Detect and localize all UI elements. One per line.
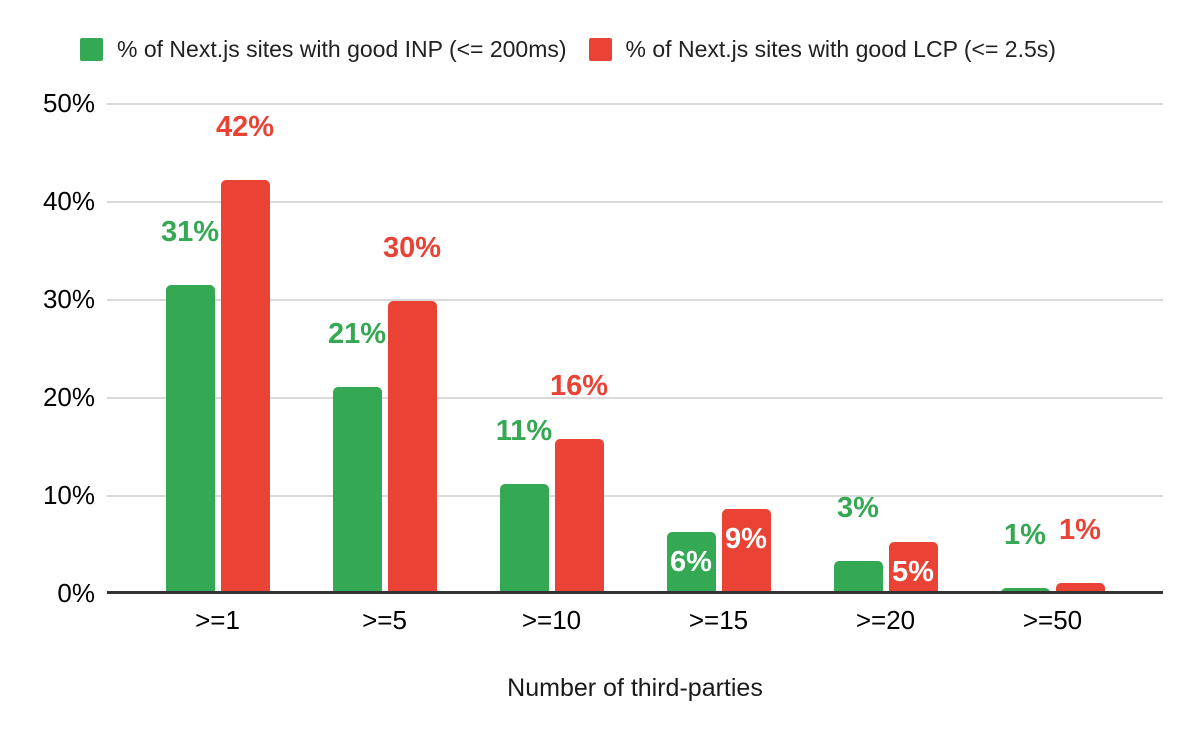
y-tick-label: 20% xyxy=(42,382,95,412)
bar-lcp-50: 1% xyxy=(1055,516,1105,593)
bar-value-label: 11% xyxy=(495,415,553,448)
bar-lcp-20: 5% xyxy=(888,542,938,593)
category-band-5: 21% 30% xyxy=(301,103,468,593)
bar-value-label: 1% xyxy=(1059,514,1101,547)
bar-value-label: 9% xyxy=(725,522,767,555)
x-tick-label: >=1 xyxy=(195,605,240,635)
lcp-red-swatch-icon xyxy=(588,38,612,61)
y-tick-label: 40% xyxy=(42,186,95,216)
gridline xyxy=(107,299,1163,301)
y-tick-label: 0% xyxy=(57,578,95,608)
x-tick-label: >=20 xyxy=(855,605,916,635)
bar-inp-50: 1% xyxy=(1000,521,1050,593)
x-tick-label: >=10 xyxy=(521,605,582,635)
x-axis-baseline xyxy=(107,591,1163,594)
category-band-1: 31% 42% xyxy=(134,103,301,593)
legend-item-lcp: % of Next.js sites with good LCP (<= 2.5… xyxy=(588,36,1056,63)
legend: % of Next.js sites with good INP (<= 200… xyxy=(80,36,1056,63)
bar-value-label: 16% xyxy=(549,370,609,403)
legend-label-inp: % of Next.js sites with good INP (<= 200… xyxy=(117,36,567,62)
bar-value-label: 5% xyxy=(892,556,934,589)
gridline xyxy=(107,103,1163,105)
x-tick-label: >=50 xyxy=(1022,605,1083,635)
legend-item-inp: % of Next.js sites with good INP (<= 200… xyxy=(80,36,567,63)
gridline xyxy=(107,397,1163,399)
gridline xyxy=(107,495,1163,497)
bar-value-label: 42% xyxy=(215,111,275,144)
bar-value-label: 3% xyxy=(837,491,879,524)
y-tick-label: 50% xyxy=(42,88,95,118)
bar-value-label: 31% xyxy=(160,216,220,249)
gridline xyxy=(107,201,1163,203)
bar-value-label: 6% xyxy=(670,546,712,579)
bar-inp-10: 11% xyxy=(496,417,552,593)
bar-inp-1: 31% xyxy=(161,218,219,593)
category-band-10: 11% 16% xyxy=(468,103,635,593)
bar-value-label: 21% xyxy=(327,318,387,351)
category-band-15: 6% 9% xyxy=(635,103,802,593)
bar-value-label: 1% xyxy=(1004,519,1046,552)
bar-value-label: 30% xyxy=(382,231,442,264)
inp-green-swatch-icon xyxy=(80,38,103,61)
bar-inp-20: 3% xyxy=(833,493,883,593)
category-band-50: 1% 1% xyxy=(969,103,1136,593)
y-tick-label: 30% xyxy=(42,284,95,314)
bar-lcp-1: 42% xyxy=(216,113,274,593)
bar-lcp-15: 9% xyxy=(721,508,771,593)
x-tick-label: >=5 xyxy=(362,605,407,635)
category-band-20: 3% 5% xyxy=(802,103,969,593)
x-axis-title: Number of third-parties xyxy=(507,674,763,702)
bar-lcp-5: 30% xyxy=(383,233,441,593)
y-tick-label: 10% xyxy=(42,480,95,510)
legend-label-lcp: % of Next.js sites with good LCP (<= 2.5… xyxy=(625,36,1056,62)
bar-inp-15: 6% xyxy=(666,532,716,593)
bar-inp-5: 21% xyxy=(328,320,386,593)
x-tick-label: >=15 xyxy=(688,605,749,635)
bar-lcp-10: 16% xyxy=(550,372,608,593)
